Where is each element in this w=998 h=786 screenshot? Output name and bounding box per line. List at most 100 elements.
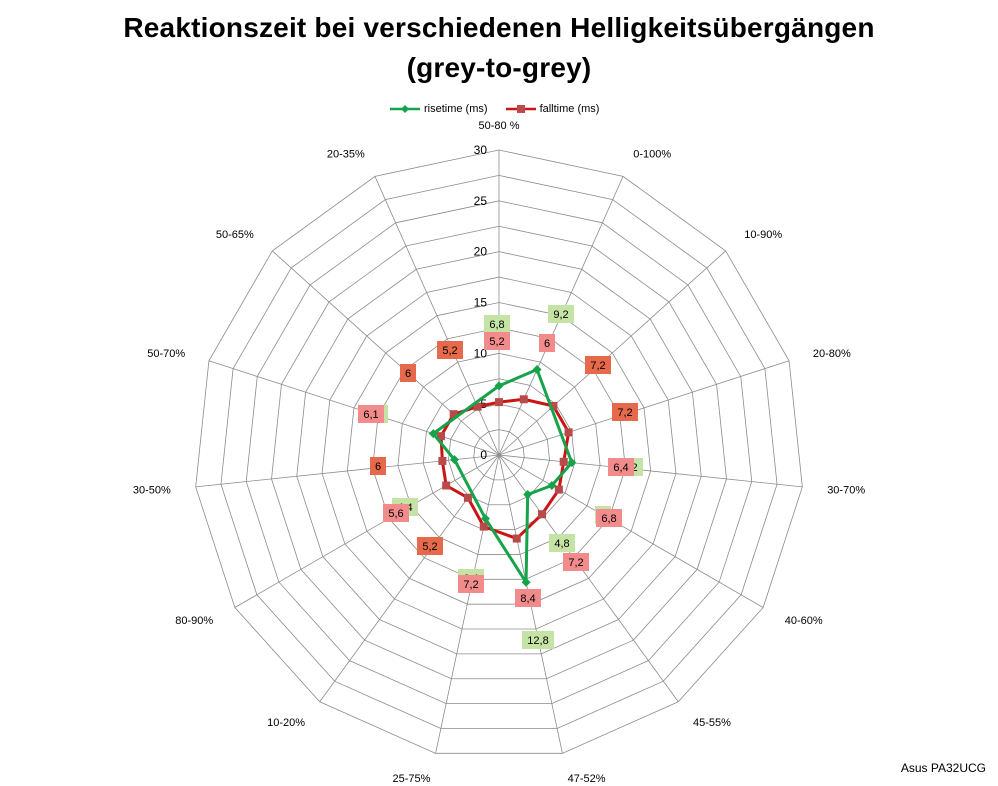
radial-tick-label: 10 (474, 346, 488, 360)
radial-tick-label: 20 (474, 245, 488, 259)
data-label-box (612, 403, 638, 421)
falltime-series-point (463, 493, 472, 502)
data-label: 6 (544, 338, 550, 350)
grid-spoke (498, 454, 764, 608)
grid-ring (372, 327, 626, 580)
data-label: 4,8 (554, 538, 569, 550)
data-label-box (585, 356, 611, 374)
data-label: 9,2 (553, 309, 568, 321)
legend-rise-marker (390, 105, 420, 113)
falltime-series-point (479, 522, 488, 531)
category-label: 80-90% (175, 615, 213, 627)
grid-spoke (498, 250, 726, 456)
data-label-box (417, 537, 443, 555)
legend-item-rise: risetime (ms) (390, 103, 488, 115)
falltime-series-point (436, 432, 445, 441)
legend-fall-marker (505, 105, 536, 113)
data-label-box (522, 631, 554, 649)
risetime-series (428, 365, 577, 587)
risetime-series-point (450, 455, 460, 465)
grid-ring (346, 302, 652, 605)
data-label-box (563, 553, 589, 571)
falltime-series-point (495, 398, 503, 407)
data-label-box (608, 458, 634, 476)
data-labels: 6,8 5,2 9,2 6 7,2 7,2 7,2 6,4 6 6,8 4,8 7,2 12,8 8,4 6… (358, 305, 643, 649)
grid-ring (448, 403, 550, 506)
legend-label-fall: falltime (ms) (539, 103, 600, 115)
data-label: 6 (405, 368, 411, 380)
grid-ring (473, 429, 525, 481)
data-label-box (458, 575, 484, 593)
grid-spoke (208, 360, 500, 456)
category-label: 0-100% (633, 149, 671, 161)
category-label: 50-80 % (479, 120, 520, 132)
data-label-box (400, 364, 416, 382)
chart-title-line-2: (grey-to-grey) (406, 52, 592, 83)
credit-label: Asus PA32UCG (900, 761, 986, 775)
category-label: 25-75% (392, 773, 430, 785)
grid-ring (220, 175, 778, 729)
falltime-series-point (449, 410, 458, 419)
risetime-series-point (480, 514, 490, 524)
radial-tick-label: 30 (474, 143, 488, 157)
risetime-series-point (523, 489, 533, 499)
data-label: 5,2 (442, 345, 457, 357)
radial-tick-label: 25 (474, 194, 488, 208)
data-label-box (484, 315, 510, 333)
data-label: 8,4 (520, 593, 535, 605)
falltime-series-point (438, 456, 447, 465)
falltime-series-point (564, 428, 573, 437)
legend-label-rise: risetime (ms) (424, 103, 488, 115)
risetime-series-point (547, 481, 557, 490)
category-label: 30-70% (827, 484, 865, 496)
grid-ring (296, 251, 702, 655)
data-label-box (515, 589, 541, 607)
falltime-series-point (549, 402, 558, 411)
category-labels: 50-80 % 0-100% 10-90% 20-80% 30-70% 40-60% 45-… (133, 120, 865, 785)
data-label-box (549, 534, 575, 552)
category-label: 47-52% (568, 773, 606, 785)
data-label-box (548, 305, 574, 323)
data-label: 6,4 (613, 462, 628, 474)
grid-spoke (195, 454, 500, 488)
chart-title-line-1: Reaktionszeit bei verschiedenen Helligke… (123, 12, 875, 43)
category-label: 50-65% (216, 229, 254, 241)
data-label-box (370, 457, 386, 475)
category-label: 40-60% (785, 615, 823, 627)
category-label: 20-80% (813, 348, 851, 360)
data-label: 5,2 (422, 541, 437, 553)
radial-tick-label: 15 (474, 296, 488, 310)
grid-spoke (435, 454, 500, 754)
grid-ring (397, 352, 601, 555)
data-label: 5,6 (388, 508, 403, 520)
risetime-series-point (494, 381, 504, 391)
data-label: 6,1 (363, 409, 378, 421)
category-label: 50-70% (147, 348, 185, 360)
falltime-series-point (442, 481, 451, 490)
category-label: 10-20% (267, 717, 305, 729)
data-label: 7,2 (568, 557, 583, 569)
grid-ring (195, 149, 803, 754)
falltime-series-point (554, 485, 563, 494)
data-label: 7,2 (590, 360, 605, 372)
risetime-series-line (431, 368, 574, 584)
category-label: 10-90% (744, 229, 782, 241)
data-label-box (539, 334, 555, 352)
falltime-series-point (538, 510, 547, 519)
data-label-box (484, 332, 510, 350)
data-label: 7,2 (463, 579, 478, 591)
risetime-series-point (428, 429, 438, 439)
data-label: 5,2 (489, 336, 504, 348)
risetime-series-point (521, 577, 531, 587)
falltime-series-point (519, 395, 528, 404)
legend-item-fall: falltime (ms) (505, 103, 600, 115)
data-label: 6 (375, 461, 381, 473)
grid-ring (422, 378, 576, 530)
falltime-series-point (512, 534, 521, 543)
chart-legend: risetime (ms) falltime (ms) (390, 100, 599, 118)
risetime-series-point (567, 458, 577, 468)
data-label-box (383, 504, 409, 522)
falltime-series-point (559, 457, 568, 466)
grid-spoke (498, 454, 803, 488)
